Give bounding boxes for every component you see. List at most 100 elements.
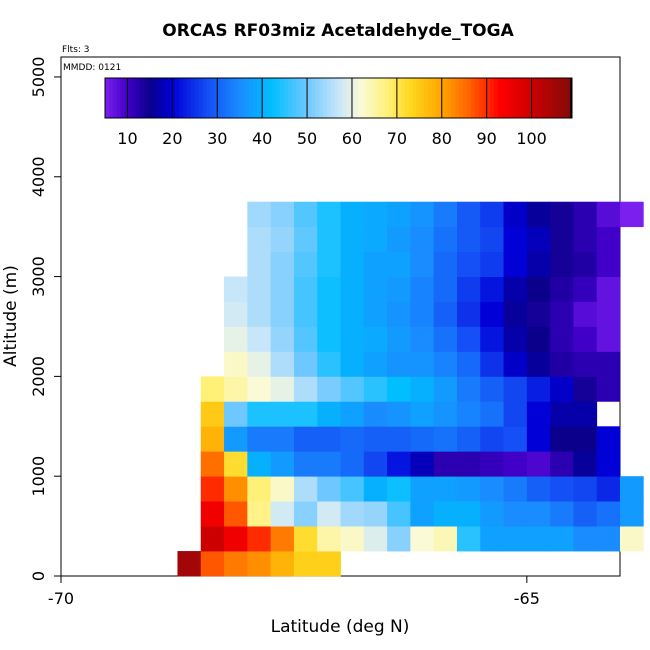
heatmap-cell bbox=[550, 276, 574, 302]
heatmap-cell bbox=[270, 476, 295, 502]
heatmap-cell bbox=[224, 376, 248, 402]
heatmap-cell bbox=[596, 426, 621, 452]
heatmap-cell bbox=[340, 201, 365, 228]
heatmap-cell bbox=[293, 301, 318, 327]
heatmap-cell bbox=[503, 326, 528, 352]
colorbar-swatch bbox=[151, 78, 157, 118]
heatmap-cell bbox=[480, 526, 504, 552]
heatmap-cell bbox=[387, 301, 411, 327]
colorbar-swatch bbox=[116, 78, 122, 118]
heatmap-cell bbox=[480, 351, 504, 377]
heatmap-cell bbox=[573, 226, 598, 253]
heatmap-cell bbox=[363, 426, 388, 452]
heatmap-cell bbox=[433, 226, 458, 253]
colorbar-swatch bbox=[389, 78, 394, 118]
heatmap-cell bbox=[317, 476, 341, 502]
colorbar-swatch bbox=[373, 78, 378, 118]
colorbar-swatch bbox=[108, 78, 114, 118]
heatmap-cell bbox=[503, 201, 528, 228]
heatmap-cell bbox=[247, 201, 272, 228]
heatmap-cell bbox=[200, 401, 225, 427]
colorbar-swatch bbox=[178, 78, 184, 118]
heatmap-cell bbox=[363, 226, 388, 253]
heatmap-cell bbox=[387, 326, 411, 352]
heatmap-cell bbox=[293, 351, 318, 377]
heatmap-cell bbox=[550, 301, 574, 327]
heatmap-cell bbox=[340, 426, 365, 452]
colorbar-swatch bbox=[132, 78, 137, 118]
heatmap-cell bbox=[503, 226, 528, 253]
colorbar-swatch bbox=[466, 78, 472, 118]
colorbar-swatch bbox=[276, 78, 281, 118]
heatmap-cell bbox=[363, 301, 388, 327]
heatmap-cell bbox=[526, 301, 551, 327]
colorbar-swatch bbox=[470, 78, 476, 118]
colorbar-swatch bbox=[536, 78, 542, 118]
heatmap-cell bbox=[247, 376, 272, 402]
heatmap-cell bbox=[573, 301, 598, 327]
heatmap-cell bbox=[270, 426, 295, 452]
heatmap-cell bbox=[573, 276, 598, 302]
colorbar-swatch bbox=[213, 78, 219, 118]
heatmap-cell bbox=[550, 351, 574, 377]
x-tick-label: -65 bbox=[514, 589, 540, 608]
colorbar-swatch bbox=[291, 78, 297, 118]
colorbar-swatch bbox=[190, 78, 196, 118]
heatmap-cell bbox=[410, 276, 435, 302]
heatmap-cell bbox=[293, 376, 318, 402]
heatmap-cell bbox=[270, 201, 295, 228]
heatmap-cell bbox=[596, 501, 621, 527]
colorbar-swatch bbox=[280, 78, 285, 118]
heatmap-cell bbox=[433, 451, 458, 477]
heatmap-cell bbox=[503, 501, 528, 527]
heatmap-cell bbox=[363, 401, 388, 427]
colorbar-swatch bbox=[175, 78, 180, 118]
heatmap-cell bbox=[270, 276, 295, 302]
colorbar-tick-label: 20 bbox=[162, 129, 182, 148]
colorbar-swatch bbox=[248, 78, 254, 118]
heatmap-cell bbox=[317, 276, 341, 302]
heatmap-cell bbox=[503, 376, 528, 402]
heatmap-cell bbox=[293, 526, 318, 552]
colorbar-swatch bbox=[136, 78, 141, 118]
heatmap-cell bbox=[550, 226, 574, 253]
colorbar-swatch bbox=[533, 78, 538, 118]
heatmap-cell bbox=[247, 301, 272, 327]
colorbar-swatch bbox=[221, 78, 227, 118]
heatmap-cell bbox=[526, 326, 551, 352]
heatmap-cell bbox=[387, 351, 411, 377]
heatmap-cell bbox=[247, 351, 272, 377]
colorbar-swatch bbox=[334, 78, 339, 118]
colorbar-swatch bbox=[194, 78, 199, 118]
colorbar-swatch bbox=[416, 78, 421, 118]
heatmap-cell bbox=[550, 526, 574, 552]
heatmap-cell bbox=[247, 476, 272, 502]
heatmap-cell bbox=[247, 551, 272, 577]
heatmap-cell bbox=[456, 351, 481, 377]
heatmap-cell bbox=[270, 301, 295, 327]
colorbar-swatch bbox=[233, 78, 238, 118]
colorbar-swatch bbox=[105, 78, 110, 118]
heatmap-cell bbox=[526, 501, 551, 527]
heatmap-cell bbox=[573, 451, 598, 477]
heatmap-cell bbox=[363, 351, 388, 377]
heatmap-cell bbox=[247, 451, 272, 477]
colorbar-swatch bbox=[451, 78, 456, 118]
heatmap-cell bbox=[387, 526, 411, 552]
heatmap-cell bbox=[410, 501, 435, 527]
colorbar-swatch bbox=[525, 78, 530, 118]
colorbar-swatch bbox=[112, 78, 118, 118]
heatmap-cell bbox=[200, 451, 225, 477]
heatmap-cell bbox=[270, 376, 295, 402]
colorbar-tick-label: 10 bbox=[117, 129, 137, 148]
heatmap-cell bbox=[596, 226, 621, 253]
heatmap-cell bbox=[340, 326, 365, 352]
heatmap-cell bbox=[340, 276, 365, 302]
heatmap-cell bbox=[247, 426, 272, 452]
y-tick-label: 1000 bbox=[29, 456, 48, 497]
heatmap-cell bbox=[480, 251, 504, 277]
colorbar-swatch bbox=[385, 78, 390, 118]
heatmap-cell bbox=[550, 501, 574, 527]
heatmap-cell bbox=[456, 251, 481, 277]
colorbar-swatch bbox=[412, 78, 417, 118]
